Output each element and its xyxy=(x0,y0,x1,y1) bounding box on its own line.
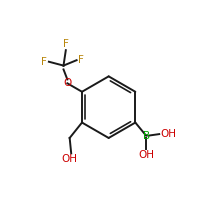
Text: F: F xyxy=(63,39,69,49)
Text: F: F xyxy=(41,57,47,67)
Text: OH: OH xyxy=(161,129,177,139)
Text: O: O xyxy=(63,78,71,88)
Text: OH: OH xyxy=(138,150,154,160)
Text: F: F xyxy=(78,55,84,65)
Text: B: B xyxy=(143,131,150,141)
Text: OH: OH xyxy=(62,154,78,164)
